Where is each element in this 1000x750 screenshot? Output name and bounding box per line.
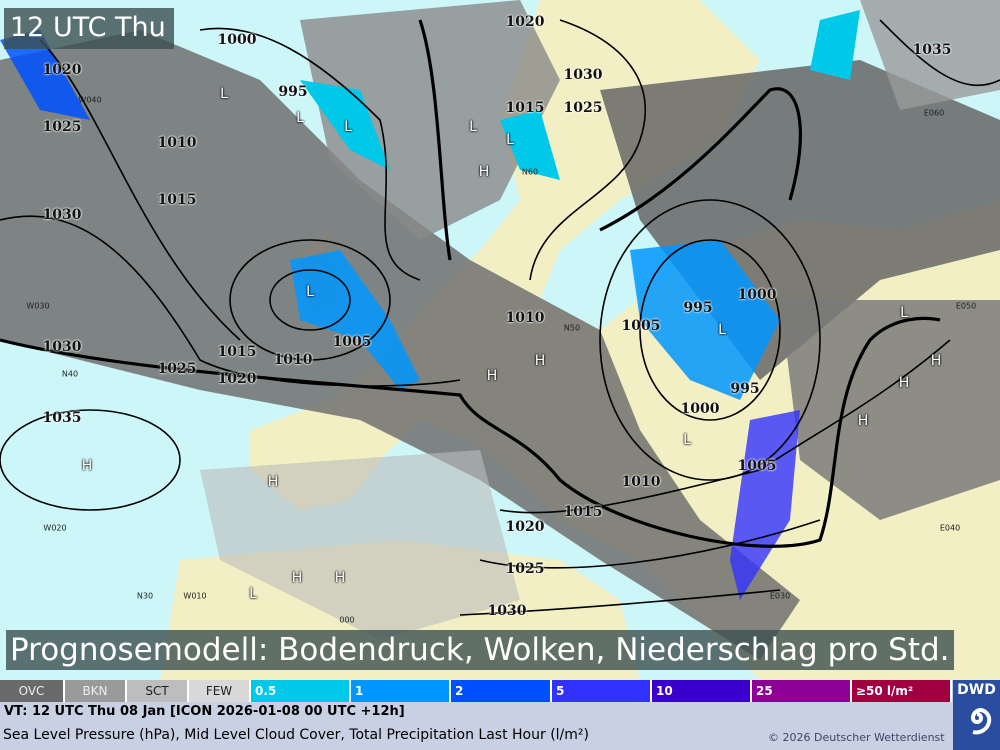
low-pressure-marker: L — [220, 86, 228, 102]
high-pressure-marker: H — [898, 375, 910, 391]
low-pressure-marker: L — [306, 284, 314, 300]
legend-cloud-ovc: OVC — [0, 680, 65, 702]
high-pressure-marker: H — [930, 353, 942, 369]
isobar-label: 1030 — [42, 207, 82, 223]
low-pressure-marker: L — [506, 132, 514, 148]
legend-cloud-few: FEW — [189, 680, 251, 702]
high-pressure-marker: H — [291, 570, 303, 586]
isobar-label: 1030 — [42, 339, 82, 355]
high-pressure-marker: H — [478, 164, 490, 180]
grid-label: W030 — [26, 301, 50, 311]
isobar-label: 1035 — [912, 42, 952, 58]
isobar-label: 995 — [730, 381, 760, 397]
isobar-label: 1000 — [737, 287, 777, 303]
map-description: Sea Level Pressure (hPa), Mid Level Clou… — [3, 727, 589, 743]
isobar-label: 1020 — [505, 14, 545, 30]
high-pressure-marker: H — [486, 368, 498, 384]
low-pressure-marker: L — [249, 586, 257, 602]
map-layer — [0, 0, 1000, 680]
dwd-logo: DWD — [953, 680, 1000, 750]
legend-precip-5: 5 — [552, 680, 652, 702]
legend-precip-2: 2 — [451, 680, 552, 702]
weather-map: 1020 1025 1010 1015 1030 1000 995 1020 1… — [0, 0, 1000, 680]
grid-label: W040 — [78, 95, 102, 105]
legend-precip-0-5: 0.5 — [251, 680, 351, 702]
high-pressure-marker: H — [534, 353, 546, 369]
grid-label: W020 — [43, 523, 67, 533]
isobars — [0, 19, 1000, 616]
grid-label: E040 — [939, 523, 961, 533]
high-pressure-marker: H — [334, 570, 346, 586]
map-title: Prognosemodell: Bodendruck, Wolken, Nied… — [6, 630, 954, 670]
low-pressure-marker: L — [683, 432, 691, 448]
low-pressure-marker: L — [718, 322, 726, 338]
grid-label: W010 — [183, 591, 207, 601]
isobar-label: 1010 — [505, 310, 545, 326]
legend-precip-1: 1 — [351, 680, 451, 702]
legend-precip-10: 10 — [652, 680, 752, 702]
isobar-label: 1030 — [563, 67, 603, 83]
isobar-label: 1020 — [505, 519, 545, 535]
legend-footer: OVC BKN SCT FEW 0.5 1 2 5 10 25 ≥50 l/m²… — [0, 680, 1000, 750]
isobar-label: 1015 — [217, 344, 257, 360]
isobar-label: 1030 — [487, 603, 527, 619]
isobar-label: 1015 — [563, 504, 603, 520]
grid-label: E030 — [769, 591, 791, 601]
isobar-label: 1025 — [563, 100, 603, 116]
isobar-label: 1010 — [621, 474, 661, 490]
isobar-label: 1015 — [505, 100, 545, 116]
dwd-logo-text: DWD — [957, 682, 996, 698]
legend-cloud-sct: SCT — [127, 680, 189, 702]
copyright: © 2026 Deutscher Wetterdienst — [768, 731, 945, 744]
isobar-label: 995 — [683, 300, 713, 316]
grid-label: N40 — [61, 369, 79, 379]
isobar-label: 1000 — [217, 32, 257, 48]
isobar-label: 1020 — [42, 62, 82, 78]
isobar-label: 1015 — [157, 192, 197, 208]
grid-label: E050 — [955, 301, 977, 311]
valid-time: VT: 12 UTC Thu 08 Jan [ICON 2026-01-08 0… — [4, 704, 405, 719]
low-pressure-marker: L — [344, 119, 352, 135]
time-label: 12 UTC Thu — [4, 8, 174, 49]
legend-cloud-bkn: BKN — [65, 680, 127, 702]
isobar-label: 1025 — [505, 561, 545, 577]
isobar-label: 1005 — [332, 334, 372, 350]
grid-label: N30 — [136, 591, 154, 601]
isobar-label: 1035 — [42, 410, 82, 426]
isobar-label: 1025 — [42, 119, 82, 135]
dwd-swirl-icon — [970, 707, 991, 735]
isobar-label: 1000 — [680, 401, 720, 417]
precipitation — [0, 10, 860, 600]
isobar-label: 1025 — [157, 361, 197, 377]
grid-label: E060 — [923, 108, 945, 118]
isobar-label: 1005 — [621, 318, 661, 334]
high-pressure-marker: H — [857, 413, 869, 429]
isobar-label: 1010 — [273, 352, 313, 368]
high-pressure-marker: H — [267, 474, 279, 490]
grid-label: N50 — [563, 323, 581, 333]
isobar-label: 995 — [278, 84, 308, 100]
isobar-label: 1010 — [157, 135, 197, 151]
legend-precip-25: 25 — [752, 680, 852, 702]
high-pressure-marker: H — [81, 458, 93, 474]
isobars-thick — [0, 19, 941, 548]
low-pressure-marker: L — [900, 305, 908, 321]
legend-precip-50: ≥50 l/m² — [852, 680, 952, 702]
grid-label: N60 — [521, 167, 539, 177]
low-pressure-marker: L — [296, 110, 304, 126]
grid-label: 000 — [339, 615, 355, 625]
low-pressure-marker: L — [469, 119, 477, 135]
isobar-label: 1005 — [737, 458, 777, 474]
isobar-label: 1020 — [217, 371, 257, 387]
